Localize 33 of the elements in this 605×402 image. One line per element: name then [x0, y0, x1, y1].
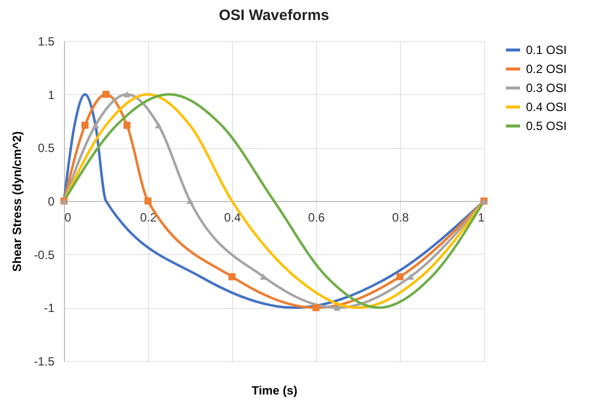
legend-label: 0.2 OSI: [526, 62, 567, 76]
x-axis-title: Time (s): [252, 384, 298, 398]
point: [228, 273, 236, 280]
point: [186, 198, 194, 204]
y-tick-label: -1.5: [34, 354, 55, 368]
legend-label: 0.3 OSI: [526, 81, 567, 95]
x-tick-label: 0.8: [392, 210, 410, 224]
point: [333, 304, 341, 311]
y-tick-label: -1: [44, 301, 55, 316]
point: [81, 122, 89, 129]
point: [102, 90, 110, 98]
chart-title: OSI Waveforms: [218, 7, 330, 24]
x-tick-label: 0.6: [308, 210, 326, 224]
point: [396, 273, 404, 280]
point: [144, 197, 152, 205]
x-tick-label: 0.2: [140, 210, 158, 224]
y-tick-label: 0.5: [38, 141, 55, 156]
point: [312, 304, 320, 312]
point: [123, 122, 131, 129]
y-tick-label: 1: [48, 88, 55, 102]
x-tick-label: 0: [64, 210, 72, 224]
y-tick-label: 1.5: [38, 34, 55, 48]
legend-label: 0.1 OSI: [526, 43, 567, 57]
y-tick-label: 0: [48, 194, 55, 208]
x-tick-label: 1: [478, 210, 485, 224]
point: [123, 91, 131, 98]
legend-label: 0.5 OSI: [526, 119, 567, 133]
point: [154, 122, 162, 128]
y-tick-label: -0.5: [34, 248, 55, 262]
x-tick-label: 0.4: [224, 210, 242, 224]
legend-label: 0.4 OSI: [526, 100, 567, 114]
point: [92, 122, 100, 128]
y-axis-title: Shear Stress (dyn/cm^2): [10, 131, 24, 272]
